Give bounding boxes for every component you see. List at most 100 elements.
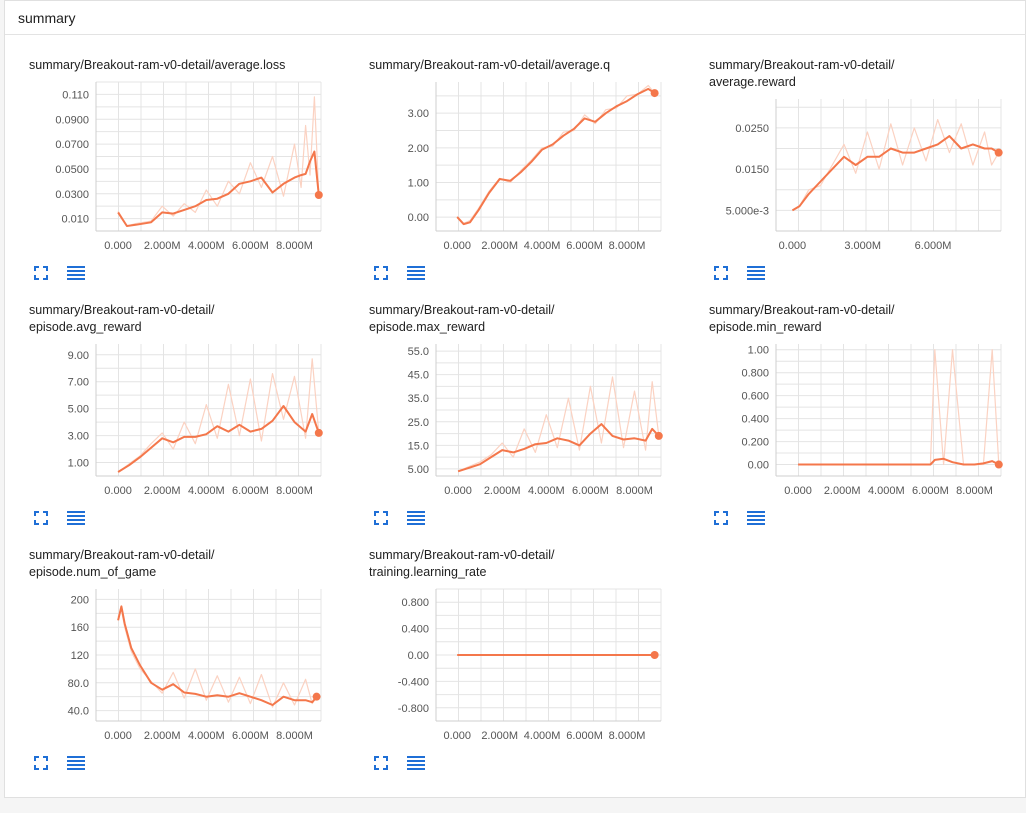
list-hit-area[interactable] (747, 511, 765, 525)
list-icon-bar (67, 274, 85, 276)
list-icon-bar (67, 515, 85, 517)
y-tick-label: 0.800 (741, 368, 769, 380)
fullscreen-icon[interactable] (374, 756, 388, 770)
list-icon[interactable] (67, 266, 85, 280)
x-tick-label: 2.000M (144, 730, 181, 742)
x-tick-label: 0.000 (104, 485, 132, 497)
list-icon-bar (407, 519, 425, 521)
fullscreen-icon[interactable] (374, 511, 388, 525)
list-icon-bar (407, 523, 425, 525)
list-icon-bar (67, 519, 85, 521)
y-tick-label: 0.0300 (55, 189, 89, 201)
fullscreen-hit-area[interactable] (374, 756, 388, 770)
list-icon[interactable] (67, 511, 85, 525)
last-value-point (650, 651, 659, 659)
y-tick-label: 40.0 (68, 706, 89, 718)
chart-title-line: episode.min_reward (709, 320, 822, 334)
x-tick-label: 6.000M (566, 240, 603, 252)
smoothed-series-line (798, 457, 1000, 466)
x-tick-label: 6.000M (232, 730, 269, 742)
y-tick-label: 9.00 (68, 350, 89, 362)
fullscreen-icon[interactable] (714, 266, 728, 280)
smoothed-series-line (117, 150, 320, 227)
last-value-point (994, 148, 1003, 157)
y-tick-label: 200 (71, 594, 89, 606)
fullscreen-hit-area[interactable] (374, 511, 388, 525)
section-title: summary (18, 10, 76, 26)
fullscreen-hit-area[interactable] (34, 756, 48, 770)
x-tick-label: 8.000M (609, 240, 646, 252)
x-tick-label: 0.000 (444, 485, 472, 497)
list-icon-bar (747, 274, 765, 276)
list-icon-bar (747, 519, 765, 521)
list-hit-area[interactable] (747, 266, 765, 280)
y-tick-label: -0.800 (398, 703, 429, 715)
x-tick-label: 0.000 (104, 240, 132, 252)
y-tick-label: -0.400 (398, 676, 429, 688)
x-tick-label: 0.000 (104, 730, 132, 742)
x-tick-label: 8.000M (276, 730, 313, 742)
y-tick-label: 0.00 (408, 650, 429, 662)
x-tick-label: 4.000M (188, 730, 225, 742)
y-tick-label: 1.00 (68, 458, 89, 470)
chart-card: summary/Breakout-ram-v0-detail/episode.n… (29, 547, 359, 787)
list-icon[interactable] (407, 756, 425, 770)
x-tick-label: 6.000M (232, 485, 269, 497)
list-icon-bar (67, 756, 85, 758)
chart-card: summary/Breakout-ram-v0-detail/average.l… (29, 57, 359, 297)
last-value-point (314, 428, 323, 437)
list-hit-area[interactable] (407, 756, 425, 770)
fullscreen-icon[interactable] (714, 511, 728, 525)
list-icon-bar (67, 270, 85, 272)
chart-title: summary/Breakout-ram-v0-detail/episode.a… (29, 302, 349, 336)
list-icon[interactable] (407, 266, 425, 280)
y-tick-label: 55.0 (408, 346, 429, 358)
list-icon-bar (67, 278, 85, 280)
y-tick-label: 3.00 (68, 431, 89, 443)
chart-title: summary/Breakout-ram-v0-detail/training.… (369, 547, 689, 581)
chart-card: summary/Breakout-ram-v0-detail/average.r… (709, 57, 1026, 297)
x-tick-label: 4.000M (868, 485, 905, 497)
fullscreen-hit-area[interactable] (34, 266, 48, 280)
y-tick-label: 0.00 (408, 212, 429, 224)
y-tick-label: 3.00 (408, 108, 429, 120)
chart-card: summary/Breakout-ram-v0-detail/episode.a… (29, 302, 359, 542)
x-tick-label: 0.000 (443, 240, 471, 252)
list-hit-area[interactable] (67, 756, 85, 770)
fullscreen-hit-area[interactable] (34, 511, 48, 525)
fullscreen-icon-glyph (714, 511, 728, 525)
fullscreen-hit-area[interactable] (374, 266, 388, 280)
list-icon[interactable] (747, 266, 765, 280)
fullscreen-icon[interactable] (34, 756, 48, 770)
y-tick-label: 5.000e-3 (726, 205, 769, 217)
fullscreen-hit-area[interactable] (714, 266, 728, 280)
fullscreen-icon[interactable] (34, 266, 48, 280)
list-icon[interactable] (67, 756, 85, 770)
chart-title-line: average.reward (709, 75, 796, 89)
list-icon[interactable] (747, 511, 765, 525)
raw-series-line (456, 84, 656, 224)
last-value-point (314, 190, 323, 199)
x-tick-label: 8.000M (276, 485, 313, 497)
list-icon[interactable] (407, 511, 425, 525)
fullscreen-icon[interactable] (34, 511, 48, 525)
list-hit-area[interactable] (67, 266, 85, 280)
fullscreen-icon-glyph (374, 756, 388, 770)
fullscreen-icon[interactable] (374, 266, 388, 280)
list-hit-area[interactable] (407, 511, 425, 525)
list-hit-area[interactable] (67, 511, 85, 525)
x-tick-label: 8.000M (609, 730, 646, 742)
last-value-point (654, 431, 663, 440)
summary-panel: summary summary/Breakout-ram-v0-detail/a… (4, 0, 1026, 798)
fullscreen-hit-area[interactable] (714, 511, 728, 525)
list-icon-bar (407, 768, 425, 770)
y-tick-label: 35.0 (408, 393, 429, 405)
x-tick-label: 0.000 (779, 240, 807, 252)
section-header[interactable]: summary (5, 1, 1026, 35)
y-tick-label: 0.400 (401, 624, 429, 636)
y-tick-label: 5.00 (68, 404, 89, 416)
list-hit-area[interactable] (407, 266, 425, 280)
y-tick-label: 0.200 (741, 437, 769, 449)
x-tick-label: 4.000M (524, 730, 561, 742)
x-tick-label: 2.000M (144, 240, 181, 252)
